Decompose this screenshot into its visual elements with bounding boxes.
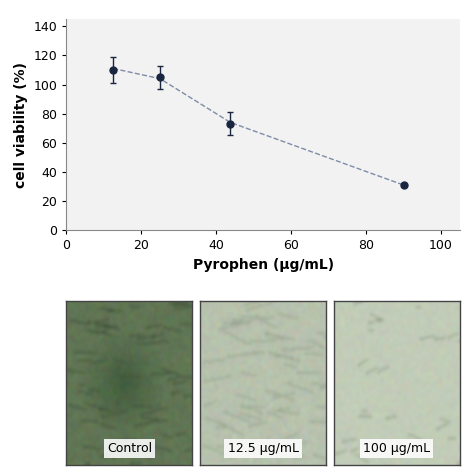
X-axis label: Pyrophen (μg/mL): Pyrophen (μg/mL) bbox=[192, 258, 334, 272]
Text: 100 μg/mL: 100 μg/mL bbox=[363, 442, 430, 455]
Text: Control: Control bbox=[107, 442, 152, 455]
Y-axis label: cell viability (%): cell viability (%) bbox=[14, 62, 28, 188]
Text: 12.5 μg/mL: 12.5 μg/mL bbox=[228, 442, 299, 455]
